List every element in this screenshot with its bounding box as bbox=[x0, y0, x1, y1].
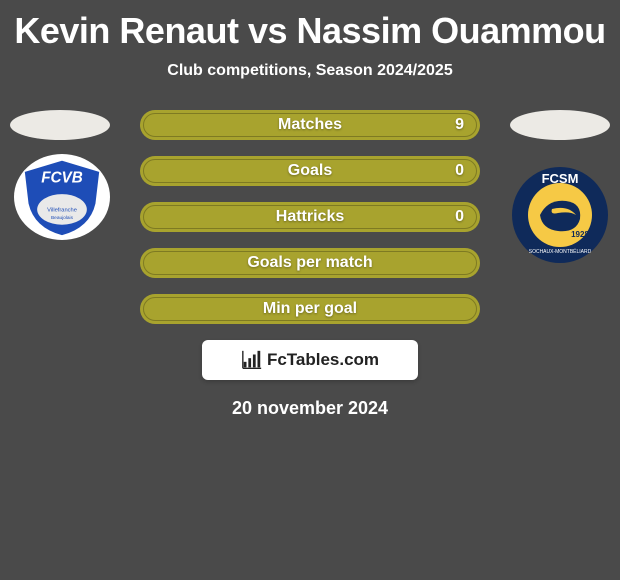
stat-value-right: 0 bbox=[455, 208, 464, 226]
stat-label: Hattricks bbox=[276, 208, 344, 226]
stat-value-right: 0 bbox=[455, 162, 464, 180]
stat-label: Matches bbox=[278, 116, 342, 134]
player1-name: Kevin Renaut bbox=[14, 10, 238, 51]
svg-text:SOCHAUX-MONTBÉLIARD: SOCHAUX-MONTBÉLIARD bbox=[529, 248, 592, 255]
stat-label: Goals bbox=[288, 162, 332, 180]
bar-chart-icon bbox=[241, 349, 263, 371]
right-team-badge: FCSM SOCHAUX-MONTBÉLIARD 1928 bbox=[510, 162, 610, 268]
stat-row: Goals per match bbox=[140, 248, 480, 278]
compare-area: FCVB Villefranche Beaujolais FCSM SOCHAU… bbox=[0, 110, 620, 324]
player2-name: Nassim Ouammou bbox=[297, 10, 606, 51]
svg-text:FCSM: FCSM bbox=[542, 171, 579, 186]
fcsm-circle-icon: FCSM SOCHAUX-MONTBÉLIARD 1928 bbox=[510, 162, 610, 268]
fcvb-shield-icon: FCVB Villefranche Beaujolais bbox=[14, 154, 110, 240]
left-side: FCVB Villefranche Beaujolais bbox=[10, 110, 110, 240]
left-team-badge: FCVB Villefranche Beaujolais bbox=[14, 154, 110, 240]
page-title: Kevin Renaut vs Nassim Ouammou bbox=[0, 0, 620, 52]
stat-row: Min per goal bbox=[140, 294, 480, 324]
date-text: 20 november 2024 bbox=[0, 398, 620, 419]
stat-row: Goals 0 bbox=[140, 156, 480, 186]
stat-value-right: 9 bbox=[455, 116, 464, 134]
stat-label: Goals per match bbox=[247, 254, 372, 272]
left-player-placeholder bbox=[10, 110, 110, 140]
logo-text: FcTables.com bbox=[267, 350, 379, 370]
right-side: FCSM SOCHAUX-MONTBÉLIARD 1928 bbox=[510, 110, 610, 268]
vs-text: vs bbox=[248, 10, 287, 51]
right-player-placeholder bbox=[510, 110, 610, 140]
svg-text:Beaujolais: Beaujolais bbox=[51, 215, 74, 221]
stat-row: Hattricks 0 bbox=[140, 202, 480, 232]
stat-bars: Matches 9 Goals 0 Hattricks 0 Goals per match M… bbox=[140, 110, 480, 324]
fctables-logo: FcTables.com bbox=[202, 340, 418, 380]
stat-label: Min per goal bbox=[263, 300, 357, 318]
svg-text:Villefranche: Villefranche bbox=[47, 207, 77, 213]
stat-row: Matches 9 bbox=[140, 110, 480, 140]
svg-text:FCVB: FCVB bbox=[41, 170, 83, 187]
subtitle: Club competitions, Season 2024/2025 bbox=[0, 62, 620, 80]
svg-text:1928: 1928 bbox=[571, 230, 589, 239]
